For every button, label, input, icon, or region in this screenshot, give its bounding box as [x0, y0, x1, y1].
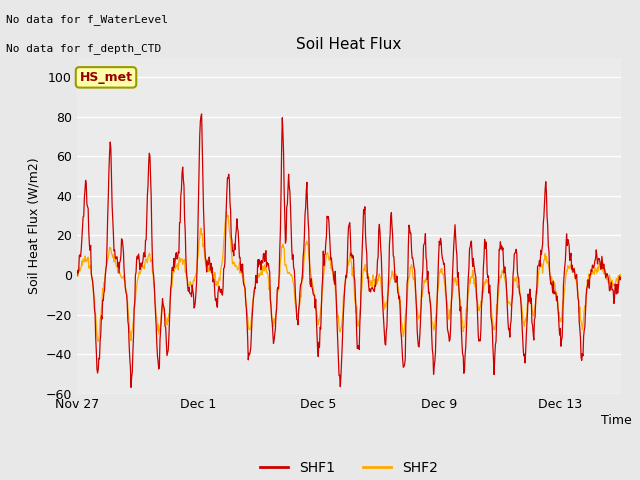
SHF2 [513, 285, 521, 290]
SHF1 [617, 275, 625, 280]
Line: SHF2: SHF2 [77, 212, 621, 341]
SHF2 [94, 338, 102, 344]
SHF1 [93, 348, 100, 354]
SHF1 [127, 384, 135, 390]
SHF2 [222, 209, 230, 215]
SHF1 [513, 269, 521, 275]
X-axis label: Time: Time [601, 414, 632, 427]
Line: SHF1: SHF1 [77, 114, 621, 387]
SHF2 [73, 270, 81, 276]
SHF2 [617, 276, 625, 282]
SHF1 [73, 273, 81, 279]
SHF2 [301, 248, 309, 253]
Text: No data for f_depth_CTD: No data for f_depth_CTD [6, 43, 162, 54]
Y-axis label: Soil Heat Flux (W/m2): Soil Heat Flux (W/m2) [27, 157, 40, 294]
Text: HS_met: HS_met [79, 71, 132, 84]
SHF2 [202, 260, 209, 265]
SHF2 [93, 323, 100, 329]
Legend: SHF1, SHF2: SHF1, SHF2 [255, 456, 443, 480]
SHF1 [202, 258, 210, 264]
Text: No data for f_WaterLevel: No data for f_WaterLevel [6, 14, 168, 25]
SHF1 [383, 329, 390, 335]
SHF2 [383, 299, 390, 305]
SHF1 [198, 111, 205, 117]
Title: Soil Heat Flux: Soil Heat Flux [296, 37, 401, 52]
SHF1 [301, 212, 309, 217]
SHF1 [272, 312, 280, 318]
SHF2 [272, 310, 280, 315]
